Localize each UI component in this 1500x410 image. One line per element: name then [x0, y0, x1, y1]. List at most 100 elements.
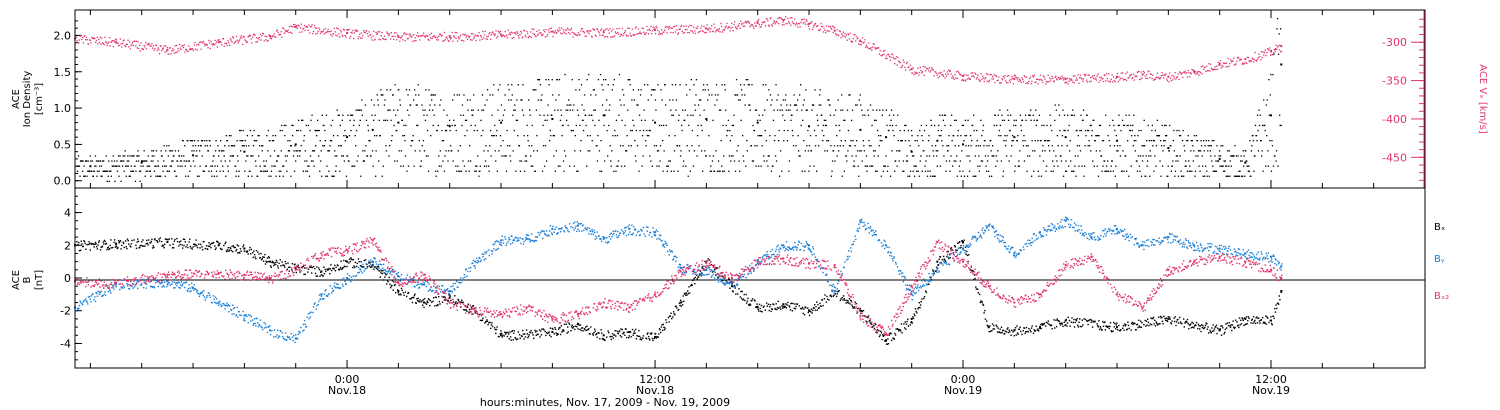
- density-point: [689, 170, 691, 172]
- density-point: [571, 129, 573, 132]
- vx-point: [115, 39, 118, 41]
- density-point: [1022, 140, 1024, 142]
- vx-point: [974, 72, 976, 74]
- vx-point: [804, 21, 806, 23]
- vx-point: [695, 27, 697, 29]
- vx-point: [517, 32, 519, 34]
- vx-data-point: [1193, 70, 1196, 73]
- bx-point: [561, 331, 563, 333]
- vx-point: [238, 40, 240, 42]
- density-point: [398, 150, 400, 152]
- density-point: [385, 150, 388, 152]
- density-point: [211, 165, 214, 167]
- density-point: [342, 114, 344, 116]
- vx-point: [870, 47, 872, 49]
- vx-point: [616, 28, 618, 30]
- density-point: [220, 160, 222, 162]
- bx-point: [531, 332, 534, 334]
- density-point: [333, 175, 335, 177]
- vx-point: [694, 32, 697, 35]
- bx-point: [403, 294, 405, 296]
- vx-point: [630, 35, 632, 37]
- bx-point: [157, 241, 159, 243]
- vx-point: [305, 26, 307, 28]
- density-point: [94, 155, 97, 157]
- density-point: [932, 175, 934, 177]
- vx-point: [555, 32, 557, 34]
- bx-point: [495, 332, 497, 335]
- density-point: [705, 155, 707, 157]
- vx-point: [529, 36, 531, 38]
- vx-point: [1205, 70, 1207, 72]
- vx-point: [693, 26, 695, 29]
- vx-point: [414, 37, 416, 39]
- vx-point: [167, 53, 169, 55]
- bx-point: [178, 241, 181, 243]
- density-point: [764, 109, 766, 111]
- bx-point: [574, 325, 577, 327]
- vx-point: [1012, 83, 1015, 85]
- density-point: [1104, 170, 1106, 172]
- vx-point: [932, 69, 934, 71]
- density-point: [827, 140, 830, 142]
- density-point: [373, 104, 375, 106]
- vx-point: [738, 23, 740, 25]
- vx-point: [1175, 78, 1177, 80]
- density-point: [1270, 73, 1272, 76]
- density-point: [824, 124, 826, 127]
- vx-point: [148, 43, 151, 46]
- density-point: [355, 145, 357, 147]
- density-point: [920, 155, 922, 157]
- vx-point: [485, 38, 487, 40]
- vx-point: [567, 27, 569, 29]
- vx-point: [960, 74, 962, 76]
- density-point: [423, 150, 426, 152]
- density-point: [684, 109, 686, 111]
- bx-point: [243, 244, 245, 246]
- vx-point: [1132, 73, 1135, 75]
- vx-point: [681, 30, 683, 33]
- vx-point: [296, 25, 298, 27]
- bx-point: [266, 257, 269, 259]
- vx-point: [1150, 73, 1152, 75]
- vx-point: [863, 41, 865, 43]
- bx-point: [533, 337, 535, 340]
- vx-point: [582, 30, 584, 33]
- bx-point: [572, 327, 574, 329]
- density-data-point: [89, 165, 92, 168]
- bx-point: [525, 329, 528, 331]
- bx-point: [528, 334, 530, 336]
- density-point: [238, 170, 240, 172]
- vx-point: [1076, 77, 1078, 79]
- density-point: [925, 160, 927, 162]
- bx-point: [131, 239, 133, 242]
- bx-point: [466, 306, 469, 308]
- bx-point: [295, 271, 297, 274]
- vx-point: [615, 32, 617, 34]
- density-point: [647, 99, 649, 101]
- vx-point: [554, 30, 556, 32]
- vx-point: [1007, 82, 1009, 84]
- bx-point: [278, 262, 280, 264]
- bx-point: [513, 330, 516, 332]
- bx-point: [108, 248, 111, 250]
- vx-point: [650, 25, 652, 28]
- density-point: [563, 170, 565, 172]
- vx-point: [452, 40, 454, 42]
- density-point: [185, 175, 187, 177]
- density-point: [595, 94, 597, 96]
- vx-point: [994, 81, 996, 84]
- vx-point: [363, 31, 365, 33]
- density-point: [796, 109, 798, 111]
- density-point: [1194, 170, 1197, 172]
- density-point: [1257, 150, 1260, 152]
- density-point: [1025, 119, 1027, 121]
- density-point: [746, 150, 748, 152]
- density-point: [1230, 155, 1232, 157]
- density-point: [335, 170, 337, 172]
- vx-point: [944, 77, 946, 79]
- density-point: [631, 129, 633, 132]
- density-point: [321, 175, 323, 177]
- bx-point: [301, 267, 303, 269]
- bx-point: [681, 304, 684, 306]
